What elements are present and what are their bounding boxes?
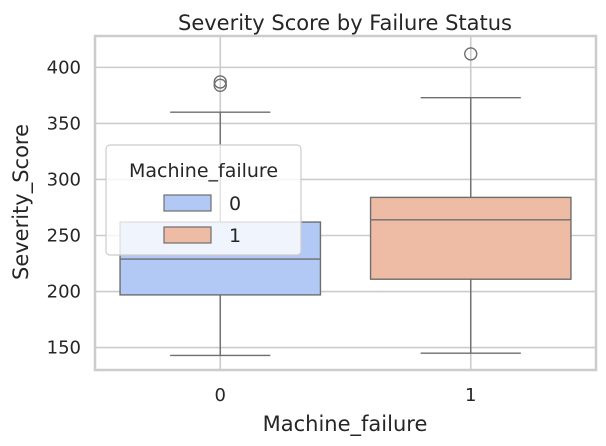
y-tick-label: 350	[47, 113, 81, 134]
plot-frame	[93, 34, 598, 372]
legend: Machine_failure 0 1	[105, 144, 302, 256]
legend-title: Machine_failure	[129, 160, 278, 182]
legend-entry-label: 1	[229, 225, 241, 247]
outlier-point	[213, 78, 227, 93]
x-axis-title: Machine_failure	[263, 412, 428, 437]
x-tick-label: 0	[215, 385, 226, 406]
boxes	[119, 47, 572, 357]
y-tick-label: 250	[47, 226, 81, 247]
y-tick-label: 200	[47, 282, 81, 303]
legend-swatch	[163, 194, 212, 212]
y-tick-label: 150	[47, 338, 81, 359]
y-tick-label: 300	[47, 169, 81, 190]
box-1	[369, 47, 572, 354]
iqr-box	[369, 196, 572, 280]
y-tick-label: 400	[47, 57, 81, 78]
legend-entry-label: 0	[229, 193, 241, 215]
outlier-point	[464, 47, 478, 61]
chart-title: Severity Score by Failure Status	[178, 11, 512, 35]
y-tick-labels: 150 200 250 300 350 400	[47, 57, 81, 358]
legend-swatch	[163, 226, 212, 244]
outlier-point	[213, 75, 227, 89]
x-tick-label: 1	[465, 385, 476, 406]
y-axis-title: Severity_Score	[9, 124, 34, 280]
